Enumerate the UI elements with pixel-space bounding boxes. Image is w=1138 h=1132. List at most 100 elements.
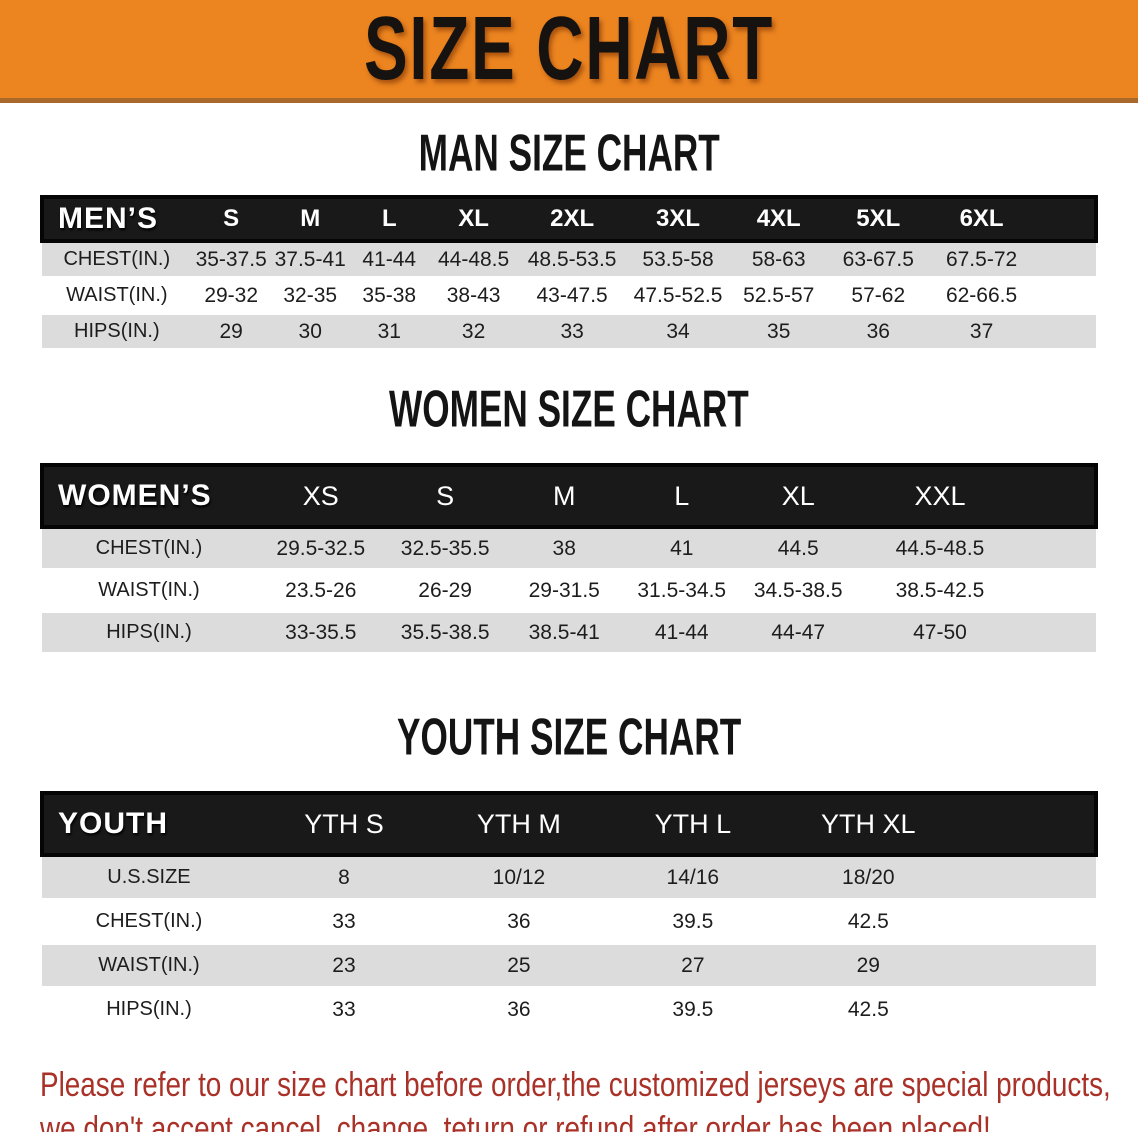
cell: 8 <box>255 853 432 901</box>
cell-spacer <box>956 943 1096 989</box>
cell: 39.5 <box>605 899 780 945</box>
cell: 29-32 <box>191 277 271 315</box>
men-size-col-l: L <box>349 195 429 243</box>
cell: 37.5-41 <box>270 239 350 279</box>
men-size-table: MEN’S S M L XL 2XL 3XL 4XL 5XL 6XL CHEST… <box>40 195 1099 351</box>
row-label: HIPS(IN.) <box>42 987 256 1033</box>
cell: 44.5 <box>739 525 857 571</box>
order-disclaimer: Please refer to our size chart before or… <box>40 1063 1138 1132</box>
cell: 39.5 <box>605 987 780 1033</box>
men-size-col-m: M <box>270 195 350 243</box>
women-waist-row: WAIST(IN.) 23.5-26 26-29 29-31.5 31.5-34… <box>42 569 1096 613</box>
men-waist-row: WAIST(IN.) 29-32 32-35 35-38 38-43 43-47… <box>42 277 1096 315</box>
cell: 14/16 <box>605 853 780 901</box>
cell-spacer <box>1033 239 1096 279</box>
youth-header-row: YOUTH YTH S YTH M YTH L YTH XL <box>40 791 1099 857</box>
cell: 33 <box>518 313 626 351</box>
women-hips-row: HIPS(IN.) 33-35.5 35.5-38.5 38.5-41 41-4… <box>42 611 1096 655</box>
cell: 35-38 <box>349 277 429 315</box>
cell: 23.5-26 <box>255 569 386 613</box>
cell: 26-29 <box>385 569 505 613</box>
cell: 36 <box>827 313 930 351</box>
disclaimer-line-2: we don't accept cancel, change, teturn o… <box>40 1110 991 1132</box>
cell: 58-63 <box>730 239 828 279</box>
men-hips-row: HIPS(IN.) 29 30 31 32 33 34 35 36 37 <box>42 313 1096 351</box>
women-size-col-m: M <box>504 463 624 529</box>
cell: 35.5-38.5 <box>385 611 505 655</box>
cell-spacer <box>1033 277 1096 315</box>
row-label: WAIST(IN.) <box>42 943 256 989</box>
women-size-col-xl: XL <box>739 463 857 529</box>
cell: 44-48.5 <box>428 239 519 279</box>
cell: 44-47 <box>739 611 857 655</box>
cell-spacer <box>956 987 1096 1033</box>
cell: 38 <box>504 525 624 571</box>
cell: 42.5 <box>779 987 957 1033</box>
cell: 29-31.5 <box>504 569 624 613</box>
cell: 41-44 <box>623 611 740 655</box>
cell: 34 <box>625 313 731 351</box>
cell: 25 <box>431 943 606 989</box>
size-chart-banner: SIZE CHART <box>0 0 1138 103</box>
cell: 27 <box>605 943 780 989</box>
cell: 29 <box>191 313 271 351</box>
women-size-col-s: S <box>385 463 505 529</box>
women-header-spacer <box>1023 463 1098 529</box>
cell: 23 <box>255 943 432 989</box>
cell: 37 <box>929 313 1034 351</box>
cell: 32.5-35.5 <box>385 525 505 571</box>
youth-chest-row: CHEST(IN.) 33 36 39.5 42.5 <box>42 899 1096 945</box>
cell-spacer <box>956 899 1096 945</box>
cell: 52.5-57 <box>730 277 828 315</box>
cell: 42.5 <box>779 899 957 945</box>
men-size-col-4xl: 4XL <box>730 195 828 243</box>
cell: 29 <box>779 943 957 989</box>
cell: 36 <box>431 899 606 945</box>
women-section-heading: WOMEN SIZE CHART <box>0 381 1138 439</box>
women-chest-row: CHEST(IN.) 29.5-32.5 32.5-35.5 38 41 44.… <box>42 525 1096 571</box>
youth-group-label: YOUTH <box>40 791 256 857</box>
cell: 48.5-53.5 <box>518 239 626 279</box>
row-label: WAIST(IN.) <box>42 569 256 613</box>
cell: 43-47.5 <box>518 277 626 315</box>
youth-size-col-m: YTH M <box>431 791 606 857</box>
youth-section-heading-text: YOUTH SIZE CHART <box>396 708 742 767</box>
cell: 33-35.5 <box>255 611 386 655</box>
cell: 67.5-72 <box>929 239 1034 279</box>
women-group-label: WOMEN’S <box>40 463 256 529</box>
women-section-heading-text: WOMEN SIZE CHART <box>389 380 749 439</box>
youth-waist-row: WAIST(IN.) 23 25 27 29 <box>42 943 1096 989</box>
cell-spacer <box>1033 313 1096 351</box>
men-size-col-6xl: 6XL <box>929 195 1034 243</box>
women-size-col-xxl: XXL <box>856 463 1024 529</box>
cell: 35-37.5 <box>191 239 271 279</box>
cell-spacer <box>1023 569 1096 613</box>
cell: 10/12 <box>431 853 606 901</box>
cell: 34.5-38.5 <box>739 569 857 613</box>
women-size-table: WOMEN’S XS S M L XL XXL CHEST(IN.) 29.5-… <box>40 463 1098 655</box>
cell: 47-50 <box>856 611 1024 655</box>
men-header-row: MEN’S S M L XL 2XL 3XL 4XL 5XL 6XL <box>40 195 1099 243</box>
cell: 18/20 <box>779 853 957 901</box>
cell: 57-62 <box>827 277 930 315</box>
row-label: HIPS(IN.) <box>42 313 192 351</box>
cell: 38.5-42.5 <box>856 569 1024 613</box>
cell-spacer <box>1023 611 1096 655</box>
cell: 44.5-48.5 <box>856 525 1024 571</box>
men-size-col-5xl: 5XL <box>827 195 930 243</box>
cell: 38.5-41 <box>504 611 624 655</box>
men-header-spacer <box>1033 195 1099 243</box>
row-label: CHEST(IN.) <box>42 525 256 571</box>
cell: 63-67.5 <box>827 239 930 279</box>
men-size-col-3xl: 3XL <box>625 195 731 243</box>
youth-section-heading: YOUTH SIZE CHART <box>0 709 1138 767</box>
cell: 30 <box>270 313 350 351</box>
men-size-col-s: S <box>191 195 271 243</box>
cell: 38-43 <box>428 277 519 315</box>
women-size-col-xs: XS <box>255 463 386 529</box>
cell: 36 <box>431 987 606 1033</box>
row-label: U.S.SIZE <box>42 853 256 901</box>
row-label: HIPS(IN.) <box>42 611 256 655</box>
cell: 35 <box>730 313 828 351</box>
youth-header-spacer <box>956 791 1099 857</box>
